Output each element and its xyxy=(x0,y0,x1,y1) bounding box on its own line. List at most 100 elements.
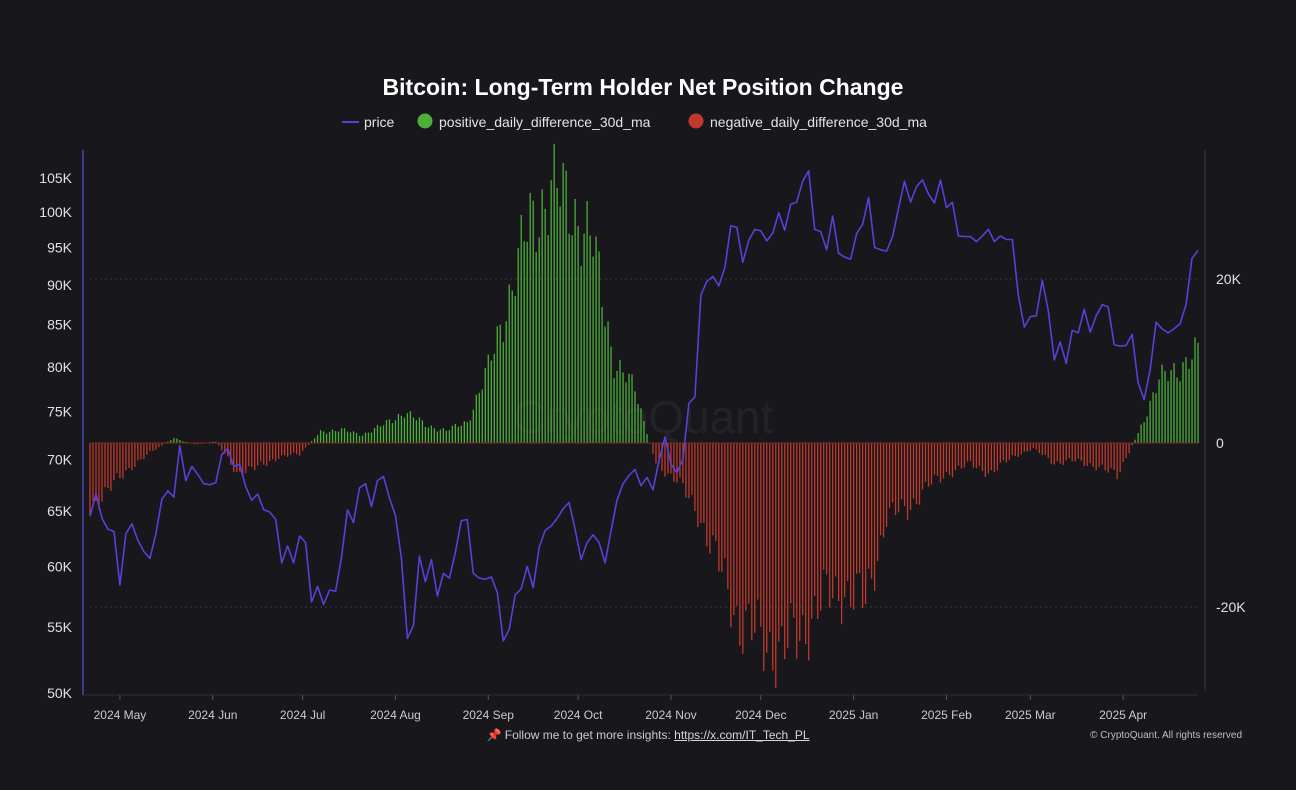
positive-bar xyxy=(385,419,388,443)
negative-bar xyxy=(837,443,840,601)
negative-bar xyxy=(739,443,741,646)
footer-link[interactable]: https://x.com/IT_Tech_PL xyxy=(674,728,810,742)
positive-bar xyxy=(496,326,498,443)
negative-bar xyxy=(218,443,220,446)
negative-bar xyxy=(936,443,939,477)
positive-bar xyxy=(463,421,465,443)
y-axis-left-ticks: 105K 100K 95K 90K 85K 80K 75K 70K 65K 60K 55K 50K xyxy=(39,170,72,701)
positive-bar xyxy=(1173,363,1175,443)
positive-bar xyxy=(523,241,525,443)
negative-bar xyxy=(1056,443,1058,462)
positive-bar xyxy=(460,425,462,443)
negative-bar xyxy=(694,443,696,512)
negative-bar xyxy=(823,443,825,570)
legend-dot-marker xyxy=(688,113,704,129)
positive-bar xyxy=(472,409,474,443)
positive-bar xyxy=(373,428,376,443)
positive-bar xyxy=(364,432,367,443)
x-tick-label: 2024 Oct xyxy=(554,708,603,722)
positive-bar xyxy=(1170,370,1172,443)
negative-bar xyxy=(769,443,771,633)
negative-bar xyxy=(832,443,834,599)
negative-bar xyxy=(1065,443,1067,461)
negative-bar xyxy=(927,443,930,487)
positive-bar xyxy=(550,180,552,443)
negative-bar xyxy=(912,443,915,499)
negative-bar xyxy=(1050,443,1052,465)
positive-bar xyxy=(586,201,588,443)
legend-label: positive_daily_difference_30d_ma xyxy=(439,114,651,130)
negative-bar xyxy=(733,443,735,616)
chart-legend[interactable]: price positive_daily_difference_30d_ma neg… xyxy=(342,113,928,131)
negative-bar xyxy=(1059,443,1061,464)
negative-bar xyxy=(1131,443,1133,446)
positive-bar xyxy=(643,421,645,443)
negative-bar xyxy=(915,443,918,505)
negative-bar xyxy=(1062,443,1064,465)
negative-bar xyxy=(870,443,873,579)
negative-bar xyxy=(1026,443,1028,452)
positive-bar xyxy=(427,427,430,443)
positive-bar xyxy=(1161,364,1163,443)
y-left-tick-label: 50K xyxy=(47,685,73,701)
copyright: © CryptoQuant. All rights reserved xyxy=(1090,730,1242,741)
legend-dot-marker xyxy=(417,113,433,129)
x-tick-label: 2025 Mar xyxy=(1005,708,1056,722)
negative-bar xyxy=(945,443,948,473)
negative-bar xyxy=(679,443,681,478)
negative-bar xyxy=(766,443,768,653)
negative-bar xyxy=(281,443,283,456)
positive-bar xyxy=(328,431,331,443)
footer-text: Follow me to get more insights: xyxy=(504,728,675,742)
positive-bar xyxy=(412,417,415,443)
negative-bar xyxy=(951,443,954,478)
positive-bar xyxy=(343,428,346,443)
negative-bar xyxy=(891,443,894,503)
negative-bar xyxy=(709,443,711,554)
negative-bar xyxy=(852,443,855,610)
positive-bar xyxy=(610,346,612,443)
negative-bar xyxy=(1041,443,1043,456)
legend-item-negative-daily-difference-30d-ma[interactable]: negative_daily_difference_30d_ma xyxy=(688,113,928,131)
positive-bar xyxy=(182,441,184,443)
positive-bar xyxy=(607,321,609,443)
x-tick-label: 2024 Sep xyxy=(463,708,515,722)
positive-bar xyxy=(439,429,442,443)
negative-bar xyxy=(751,443,753,641)
positive-bar xyxy=(167,441,169,443)
negative-bar xyxy=(664,443,666,477)
y-left-tick-label: 60K xyxy=(47,558,73,574)
positive-bar xyxy=(313,438,316,443)
x-tick-label: 2025 Jan xyxy=(829,708,878,722)
negative-bar xyxy=(900,443,903,500)
x-tick-label: 2024 Aug xyxy=(370,708,421,722)
positive-bar xyxy=(622,372,624,443)
positive-bar xyxy=(355,433,358,443)
negative-bar xyxy=(652,443,654,454)
y-left-tick-label: 95K xyxy=(47,239,73,255)
positive-bar xyxy=(1197,342,1199,443)
legend-label: negative_daily_difference_30d_ma xyxy=(710,114,927,130)
negative-bar xyxy=(990,443,993,471)
positive-bar xyxy=(565,170,567,444)
negative-bar xyxy=(98,443,100,510)
negative-bar xyxy=(715,443,717,542)
legend-item-price[interactable]: price xyxy=(342,114,395,130)
positive-bar xyxy=(415,420,418,443)
negative-bar xyxy=(808,443,810,661)
net-position-bars xyxy=(89,143,1199,688)
positive-bar xyxy=(382,425,385,443)
legend-item-positive-daily-difference-30d-ma[interactable]: positive_daily_difference_30d_ma xyxy=(417,113,651,131)
positive-bar xyxy=(394,420,397,443)
negative-bar xyxy=(787,443,789,649)
positive-bar xyxy=(370,432,373,443)
negative-bar xyxy=(254,443,256,471)
positive-bar xyxy=(400,415,403,443)
negative-bar xyxy=(104,443,106,488)
negative-bar xyxy=(706,443,708,547)
negative-bar xyxy=(221,443,223,451)
negative-bar xyxy=(918,443,921,505)
negative-bar xyxy=(1110,443,1112,468)
negative-bar xyxy=(942,443,945,479)
negative-bar xyxy=(906,443,909,520)
